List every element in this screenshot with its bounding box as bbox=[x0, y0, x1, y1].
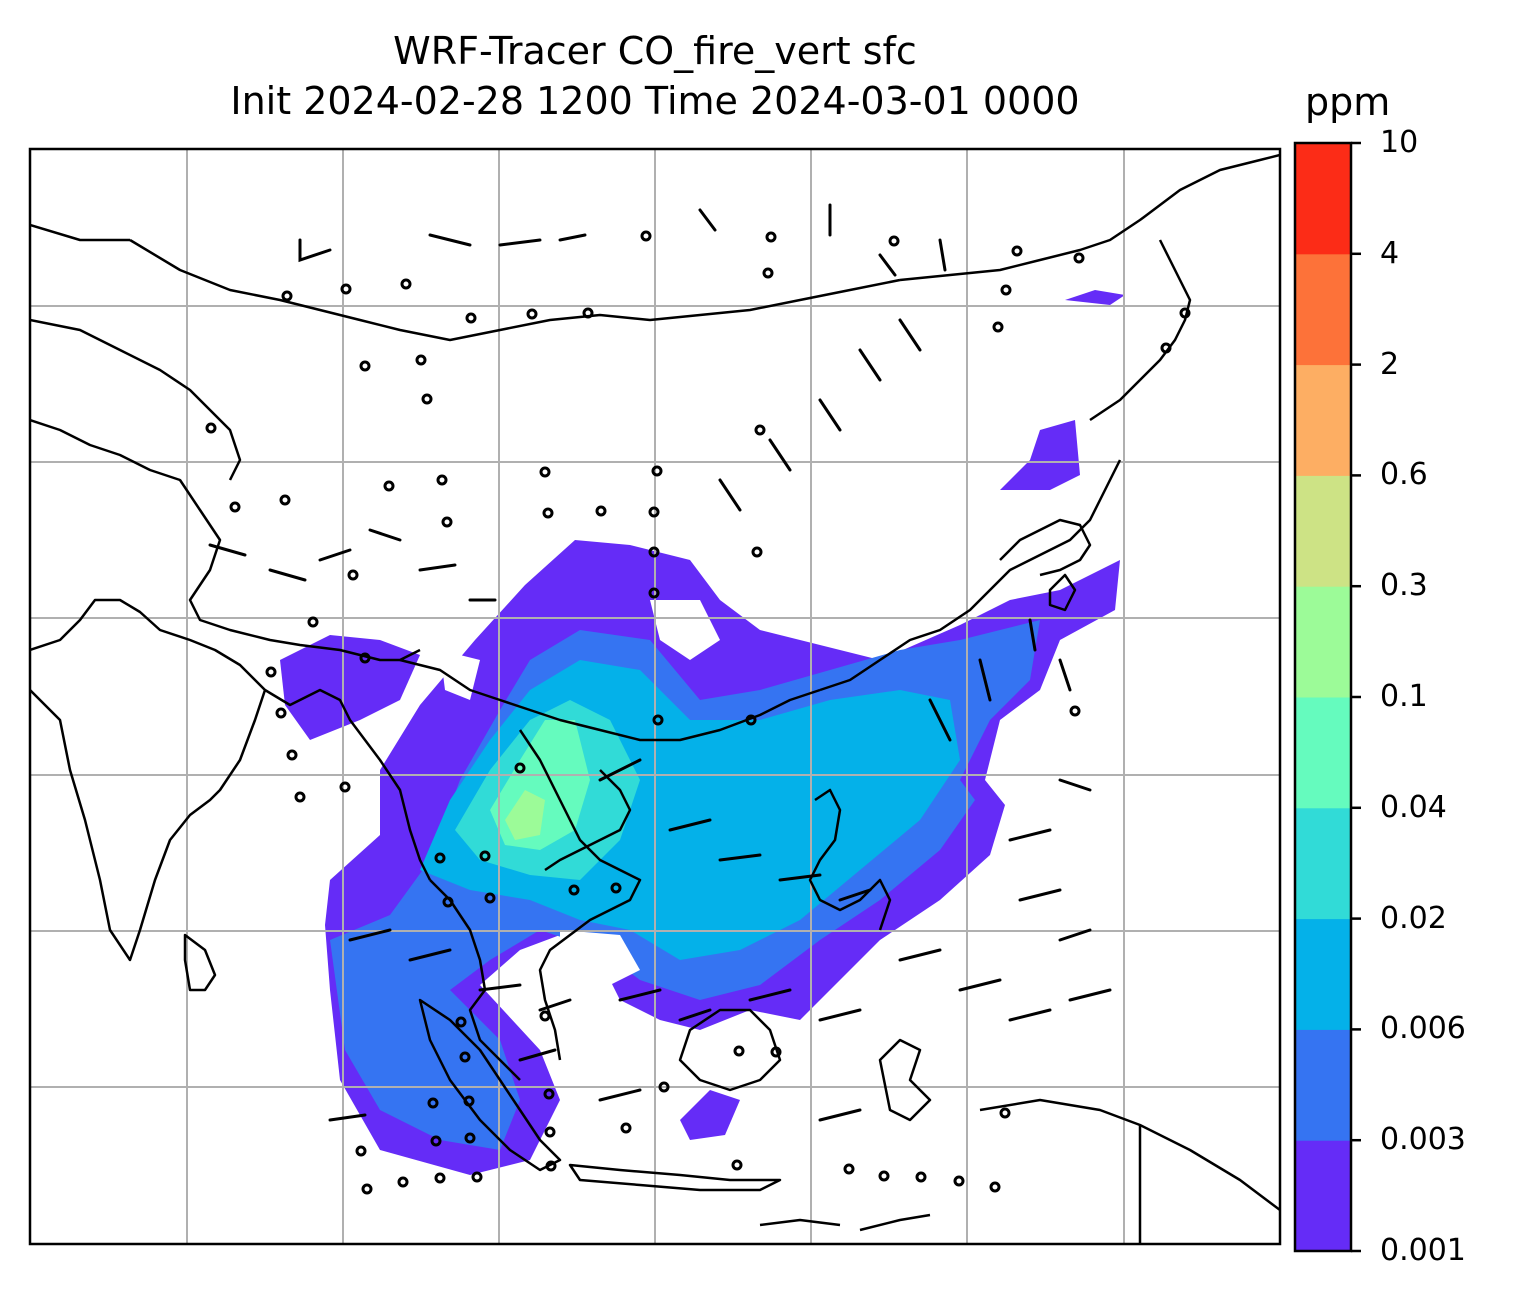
indochina-coast bbox=[518, 729, 642, 1061]
colorbar-segment bbox=[1295, 475, 1351, 587]
colorbar-segment bbox=[1295, 364, 1351, 476]
colorbar bbox=[1295, 143, 1351, 1252]
colorbar-tick-label: 0.02 bbox=[1380, 900, 1447, 936]
colorbar-segment bbox=[1295, 143, 1351, 255]
map-frame bbox=[28, 147, 1282, 1246]
india-coast bbox=[30, 598, 267, 962]
colorbar-tick-marks bbox=[1351, 141, 1361, 1253]
colorbar-tick-label: 10 bbox=[1380, 125, 1419, 160]
new-guinea-coast bbox=[979, 1098, 1280, 1211]
clear-region bbox=[440, 650, 480, 700]
tracer-level-6 bbox=[505, 790, 545, 840]
colorbar-segment bbox=[1295, 253, 1351, 366]
colorbar-tick-label: 0.1 bbox=[1380, 679, 1428, 714]
tracer-level-1b bbox=[280, 635, 420, 740]
srilanka-coast bbox=[183, 933, 217, 992]
colorbar-tick-label: 0.003 bbox=[1380, 1122, 1466, 1158]
map-title-line2: Init 2024-02-28 1200 Time 2024-03-01 000… bbox=[230, 79, 1080, 123]
wind-barbs bbox=[208, 203, 1112, 1122]
java-coast bbox=[568, 1163, 782, 1192]
borneo-coast bbox=[678, 1008, 782, 1092]
colorbar-tick-label: 0.3 bbox=[1380, 568, 1428, 604]
colorbar-unit-label: ppm bbox=[1305, 80, 1391, 124]
lesser-sunda bbox=[759, 1213, 931, 1232]
colorbar-segment bbox=[1295, 1140, 1351, 1252]
colorbar-segment bbox=[1295, 586, 1351, 698]
korea-coast bbox=[999, 518, 1092, 577]
philippines-coast bbox=[808, 788, 892, 931]
map-title-line1: WRF-Tracer CO_fire_vert sfc bbox=[393, 29, 917, 73]
graticule bbox=[30, 149, 1280, 1244]
tracer-level-1c bbox=[1000, 420, 1080, 490]
bay-bengal-coast bbox=[264, 688, 432, 881]
sulawesi-coast bbox=[878, 1038, 932, 1122]
mongolia-border bbox=[129, 238, 901, 342]
colorbar-tick-label: 0.006 bbox=[1380, 1011, 1466, 1047]
colorbar-tick-label: 0.04 bbox=[1380, 789, 1447, 825]
calm-wind-circles bbox=[205, 230, 1191, 1195]
tracer-level-1e bbox=[1065, 290, 1125, 305]
colorbar-segment bbox=[1295, 1029, 1351, 1141]
coastlines-borders bbox=[30, 153, 1280, 1244]
colorbar-tick-label: 4 bbox=[1380, 235, 1400, 271]
himalaya-border bbox=[30, 418, 421, 662]
russia-border bbox=[30, 153, 1280, 282]
taiwan-coast bbox=[1048, 573, 1077, 612]
colorbar-tick-label: 2 bbox=[1380, 346, 1400, 382]
co-tracer-field bbox=[280, 290, 1125, 1175]
sumatra-coast bbox=[418, 998, 562, 1172]
colorbar-segment bbox=[1295, 807, 1351, 920]
colorbar-segment bbox=[1295, 697, 1351, 809]
colorbar-tick-label: 0.001 bbox=[1380, 1233, 1466, 1268]
china-coast bbox=[819, 459, 1122, 692]
china-southern-border bbox=[399, 658, 821, 742]
vietnam-coast bbox=[544, 769, 632, 872]
colorbar-segment bbox=[1295, 918, 1351, 1030]
japan-coast bbox=[1089, 239, 1192, 422]
clear-region bbox=[560, 930, 640, 990]
tracer-level-1d bbox=[680, 1090, 740, 1140]
colorbar-tick-label: 0.6 bbox=[1380, 457, 1428, 493]
clear-region bbox=[650, 600, 720, 660]
central-asia-border bbox=[30, 318, 242, 481]
